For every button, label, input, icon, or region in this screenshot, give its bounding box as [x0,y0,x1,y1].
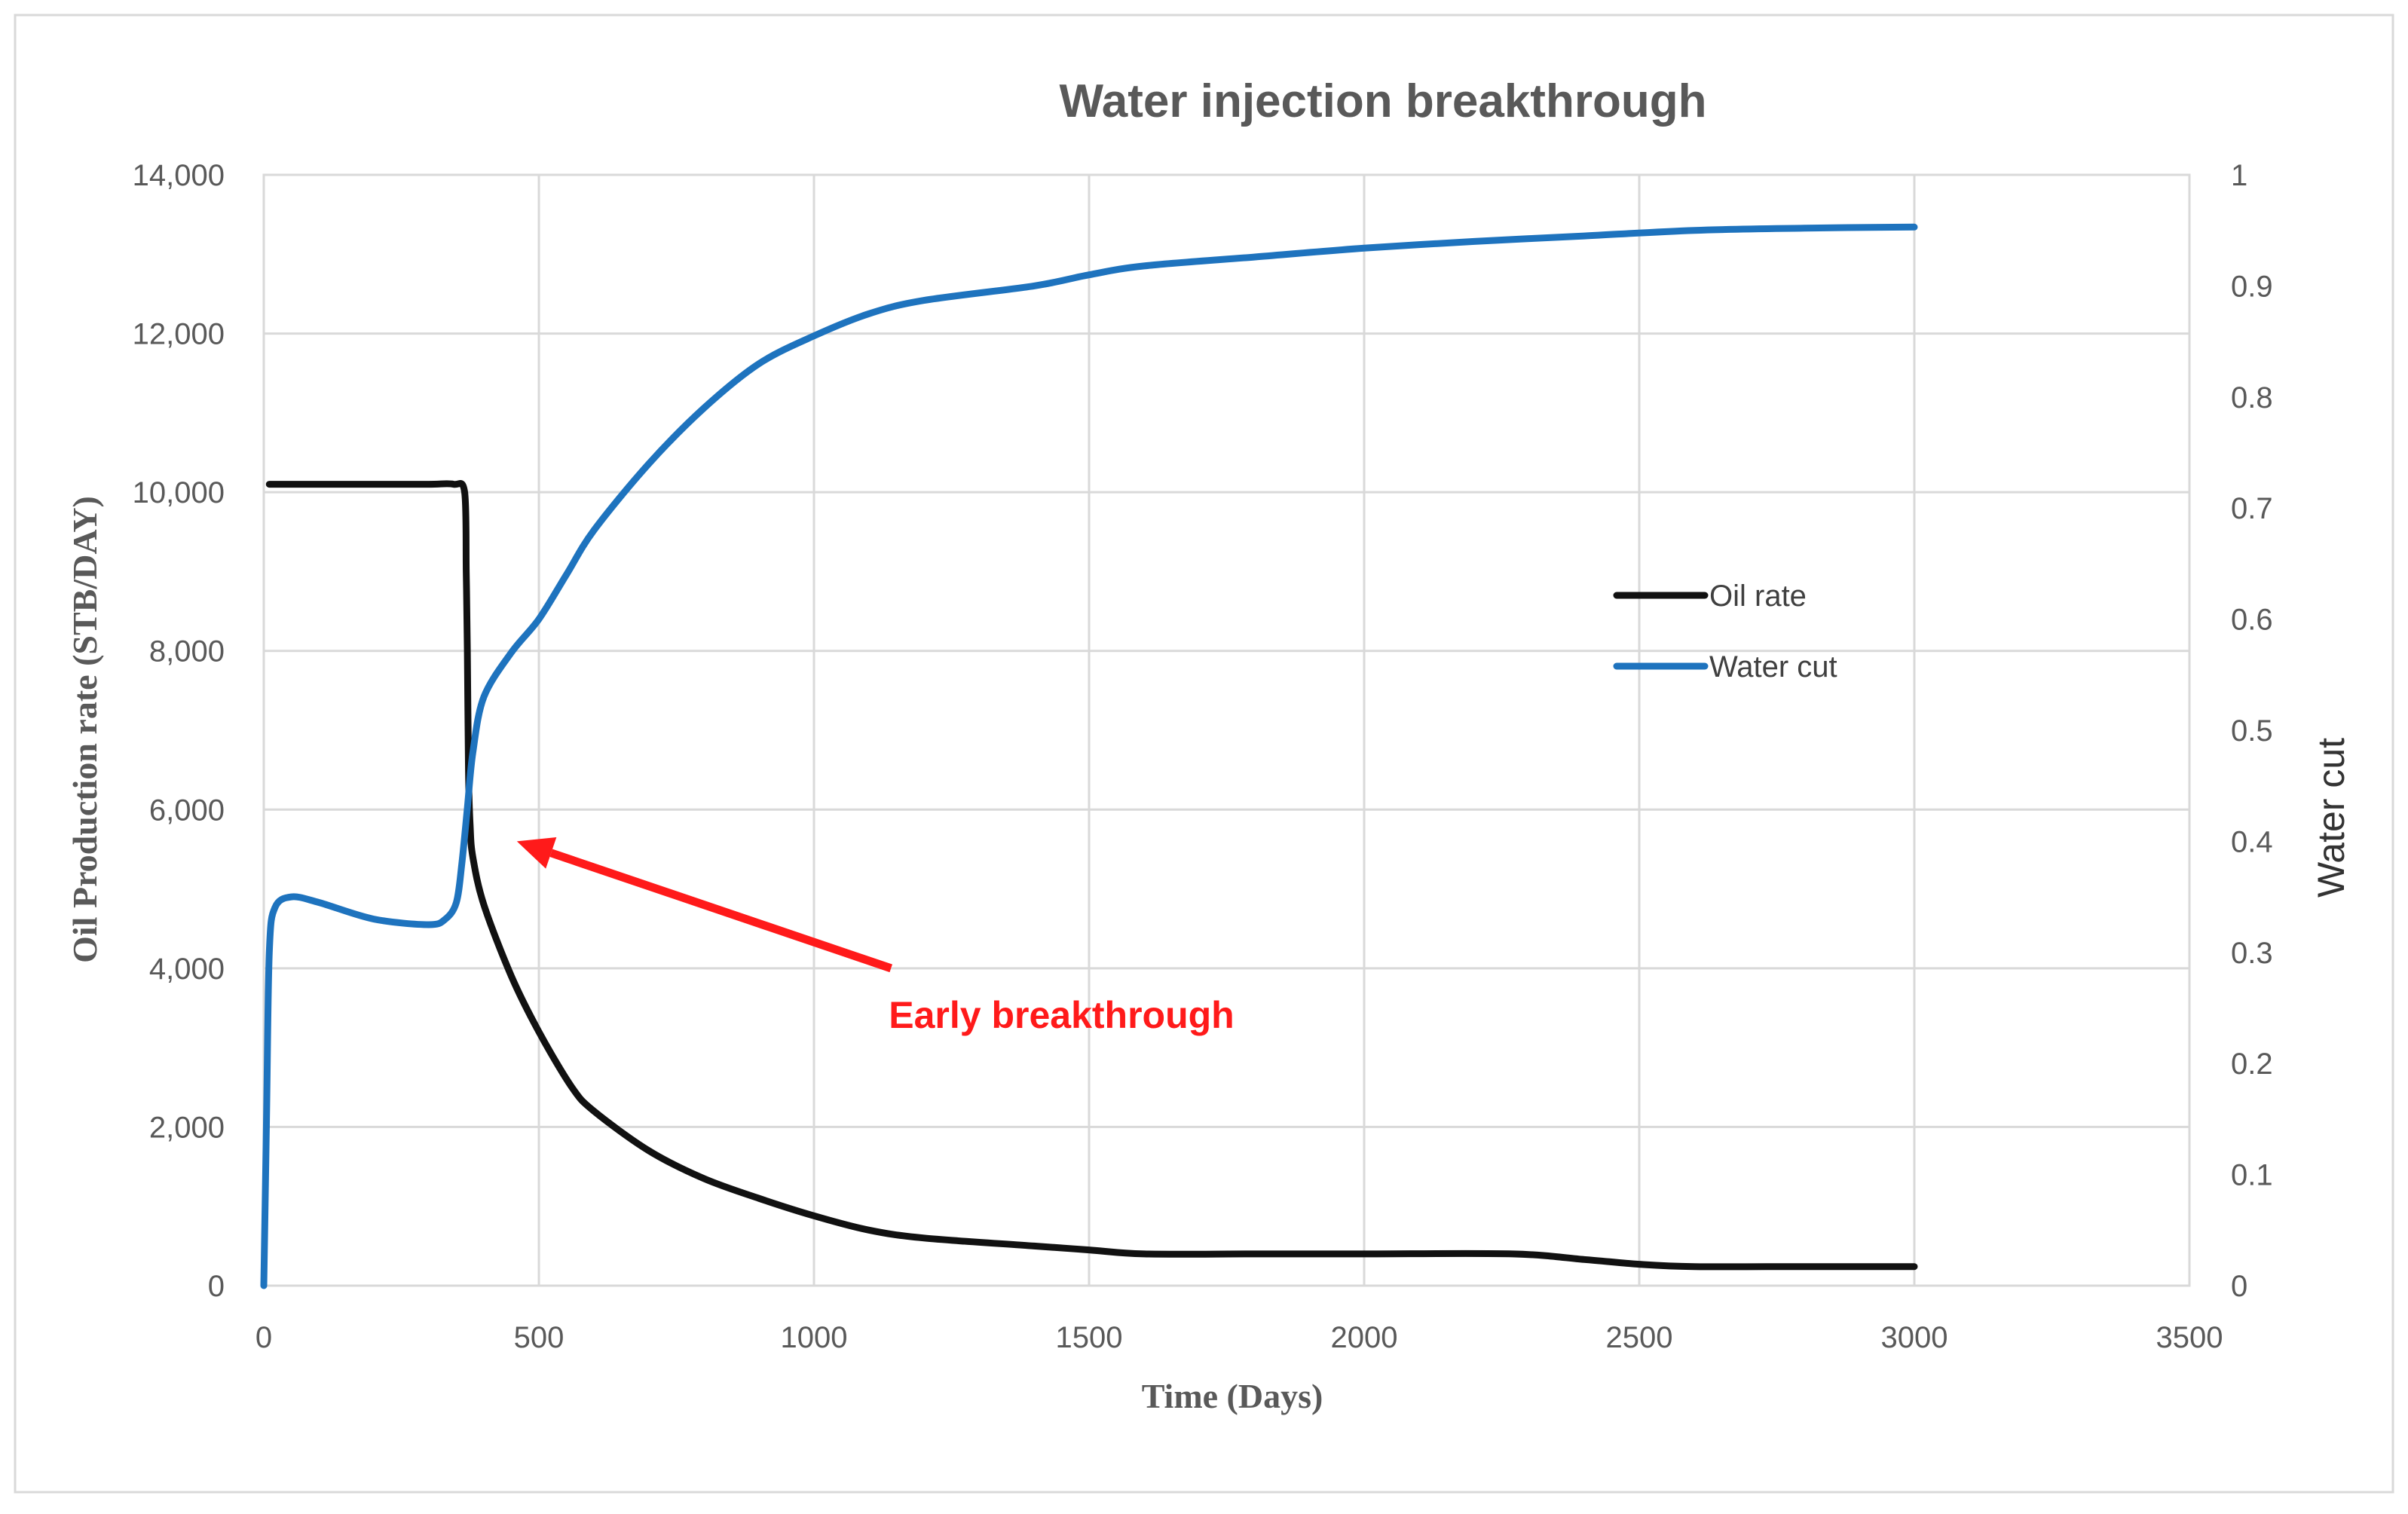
legend: Oil rate Water cut [1613,580,1837,684]
x-tick-label: 3500 [2156,1321,2223,1354]
y-left-axis-ticks: 0 2,000 4,000 6,000 8,000 10,000 12,000 14,000 [133,159,225,1303]
y-left-tick-label: 6,000 [149,794,225,827]
legend-label-oil-rate: Oil rate [1709,580,1807,613]
x-tick-label: 1500 [1056,1321,1123,1354]
x-tick-label: 500 [514,1321,565,1354]
x-tick-label: 2500 [1606,1321,1673,1354]
x-axis-ticks: 0 500 1000 1500 2000 2500 3000 3500 [255,1321,2223,1354]
y-left-tick-label: 8,000 [149,635,225,668]
y-right-tick-label: 0.9 [2231,270,2273,303]
y-right-axis-label: Water cut [2310,738,2352,898]
series-line-water-cut [260,223,1918,1289]
legend-label-water-cut: Water cut [1709,650,1837,684]
series-line-oil-rate [265,480,1918,1271]
annotation-arrow [549,849,892,973]
y-left-tick-label: 14,000 [133,159,225,192]
y-right-tick-label: 0.2 [2231,1048,2273,1081]
annotation: Early breakthrough [516,837,1235,1036]
x-tick-label: 1000 [781,1321,848,1354]
x-axis-label: Time (Days) [1142,1377,1323,1415]
gridlines [262,173,2191,1287]
y-right-tick-label: 0.4 [2231,825,2273,858]
y-right-axis-ticks: 0 0.1 0.2 0.3 0.4 0.5 0.6 0.7 0.8 0.9 1 [2231,159,2273,1303]
plot-area [262,173,2191,1287]
y-right-tick-label: 0.5 [2231,714,2273,748]
x-tick-label: 0 [255,1321,272,1354]
y-right-tick-label: 1 [2231,159,2247,192]
y-left-tick-label: 10,000 [133,476,225,509]
y-left-tick-label: 12,000 [133,318,225,351]
y-right-tick-label: 0.6 [2231,604,2273,637]
y-right-tick-label: 0.8 [2231,381,2273,414]
y-left-axis-label: Oil Production rate (STB/DAY) [66,496,104,963]
y-right-tick-label: 0.7 [2231,492,2273,525]
y-right-tick-label: 0.3 [2231,937,2273,970]
annotation-arrowhead [516,837,557,869]
annotation-label: Early breakthrough [889,994,1234,1036]
chart-border [14,14,2394,1494]
y-left-tick-label: 0 [208,1270,225,1303]
series-lines [260,223,1918,1289]
y-left-tick-label: 2,000 [149,1111,225,1144]
y-right-tick-label: 0.1 [2231,1159,2273,1192]
plot-frame [262,173,2191,1287]
x-tick-label: 2000 [1331,1321,1398,1354]
chart-title: Water injection breakthrough [1060,75,1707,127]
x-tick-label: 3000 [1881,1321,1948,1354]
y-left-tick-label: 4,000 [149,953,225,986]
y-right-tick-label: 0 [2231,1270,2247,1303]
